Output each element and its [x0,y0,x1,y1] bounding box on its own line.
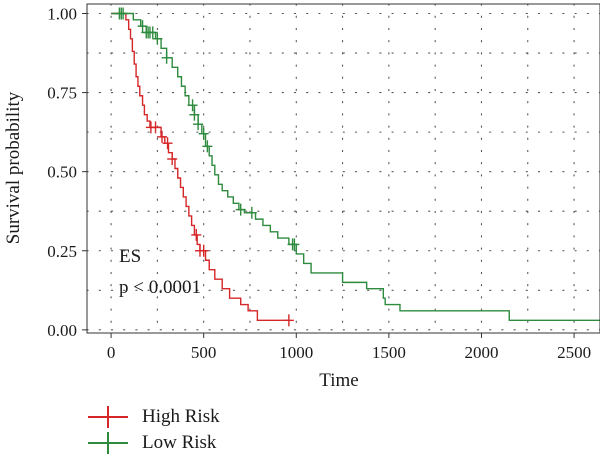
y-tick-label: 0.00 [47,321,77,340]
censor-mark-low-risk [137,20,148,33]
censor-mark-low-risk [189,108,200,121]
grid [86,3,600,334]
annotation-es: ES [119,246,141,267]
annotation-pvalue: p < 0.0001 [119,277,201,298]
censor-mark-low-risk [147,26,158,39]
censor-mark-high-risk [157,130,168,143]
y-tick-label: 0.75 [47,84,77,103]
x-tick-label: 1500 [372,343,406,362]
censor-mark-low-risk [118,7,129,20]
legend: High Risk Low Risk [88,404,220,456]
survival-chart: 0 500 1000 1500 2000 2500 0.00 0.25 0.50 0.75 1.00… [3,3,600,391]
series-line-high-risk [111,12,289,322]
legend-label-low-risk: Low Risk [142,432,217,453]
x-tick-label: 2500 [557,343,591,362]
x-axis-title: Time [319,370,358,391]
series-group [111,7,600,327]
plot-border [86,3,600,334]
x-tick-label: 0 [107,343,116,362]
y-tick-label: 0.50 [47,163,77,182]
censor-mark-low-risk [235,203,246,216]
censor-mark-low-risk [289,238,300,251]
censor-mark-high-risk [198,244,209,257]
series-line-low-risk [111,12,600,322]
censor-mark-high-risk [191,228,202,241]
legend-label-high-risk: High Risk [142,406,220,427]
x-tick-label: 2000 [464,343,498,362]
legend-key-high-risk [88,406,128,428]
x-tick-label: 500 [191,343,217,362]
legend-item-low-risk: Low Risk [88,430,220,456]
censor-mark-low-risk [246,206,257,219]
censor-mark-low-risk [161,51,172,64]
censor-mark-low-risk [198,127,209,140]
axes: 0 500 1000 1500 2000 2500 0.00 0.25 0.50 0.75 1.00 [47,3,600,362]
y-axis-title: Survival probability [3,91,24,244]
y-tick-label: 0.25 [47,242,77,261]
censor-mark-low-risk [202,140,213,153]
y-tick-label: 1.00 [47,4,77,23]
censor-mark-high-risk [167,153,178,166]
legend-key-low-risk [88,432,128,454]
censor-mark-low-risk [152,32,163,45]
censor-mark-low-risk [193,118,204,131]
censor-mark-high-risk [150,121,161,134]
x-tick-label: 1000 [279,343,313,362]
legend-item-high-risk: High Risk [88,404,220,430]
censor-mark-high-risk [162,137,173,150]
censor-mark-high-risk [283,314,294,327]
censor-mark-low-risk [187,99,198,112]
